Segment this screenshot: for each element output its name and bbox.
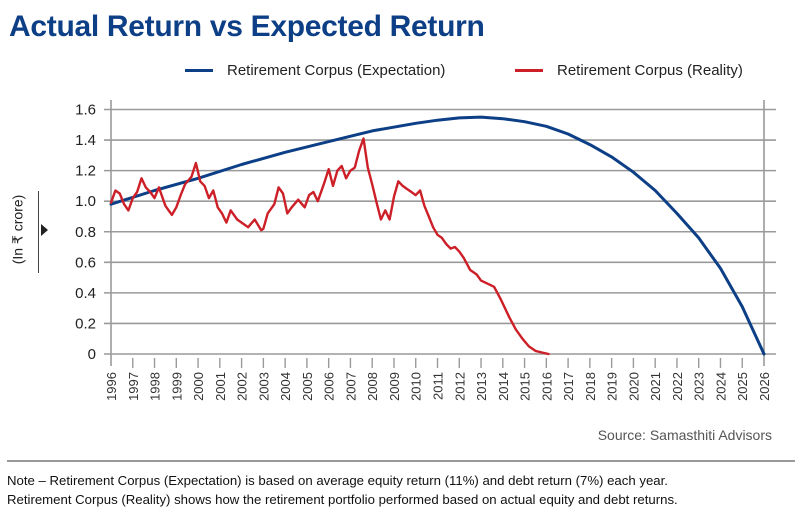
y-axis-unit: (In ₹ crore) (6, 191, 48, 273)
x-tick-label: 2006 (322, 372, 337, 401)
footnote: Note – Retirement Corpus (Expectation) i… (7, 471, 801, 509)
x-tick-label: 2008 (365, 372, 380, 401)
x-tick-label: 2021 (648, 372, 663, 401)
x-tick-label: 2014 (496, 372, 511, 401)
y-tick-label: 0 (88, 346, 96, 363)
x-tick-label: 2012 (452, 372, 467, 401)
x-tick-label: 2005 (300, 372, 315, 401)
legend-label-expectation: Retirement Corpus (Expectation) (227, 62, 446, 79)
x-tick-label: 2016 (539, 372, 554, 401)
y-tick-label: 0.2 (75, 315, 96, 332)
y-tick-label: 1.4 (75, 132, 96, 149)
x-tick-label: 2024 (713, 372, 728, 401)
x-tick-label: 2015 (518, 372, 533, 401)
x-tick-label: 1998 (148, 372, 163, 401)
legend-item-reality: Retirement Corpus (Reality) (515, 62, 743, 79)
legend: Retirement Corpus (Expectation) Retireme… (0, 62, 801, 82)
x-tick-label: 2007 (343, 372, 358, 401)
gridlines (104, 100, 776, 366)
x-tick-label: 2011 (431, 372, 446, 400)
divider (7, 460, 795, 462)
chart-title: Actual Return vs Expected Return (9, 10, 485, 43)
source-note: Source: Samasthiti Advisors (597, 427, 772, 443)
triangle-right-icon (41, 224, 48, 236)
x-tick-label: 2004 (278, 372, 293, 401)
x-tick-label: 2002 (235, 372, 250, 401)
x-tick-label: 1996 (104, 372, 119, 401)
x-tick-label: 1999 (169, 372, 184, 401)
y-tick-labels: 0 0.2 0.4 0.6 0.8 1.0 1.2 1.4 1.6 (75, 102, 96, 364)
x-tick-label: 1997 (126, 372, 141, 401)
x-tick-label: 2013 (474, 372, 489, 401)
series-line-reality (109, 137, 550, 356)
y-axis-unit-bar (38, 191, 39, 273)
x-tick-label: 2026 (757, 372, 772, 401)
legend-label-reality: Retirement Corpus (Reality) (557, 62, 743, 79)
x-tick-label: 2025 (735, 372, 750, 401)
series-line-expectation (109, 115, 766, 356)
x-tick-label: 2003 (256, 372, 271, 401)
x-tick-label: 2001 (213, 372, 228, 401)
x-tick-label: 2019 (605, 372, 620, 401)
x-tick-label: 2020 (626, 372, 641, 401)
y-tick-label: 0.4 (75, 285, 96, 302)
y-tick-label: 0.6 (75, 254, 96, 271)
x-tick-label: 2010 (409, 372, 424, 401)
y-tick-label: 1.0 (75, 193, 96, 210)
x-tick-label: 2009 (387, 372, 402, 401)
x-tick-label: 2023 (692, 372, 707, 401)
y-tick-label: 1.6 (75, 102, 96, 119)
x-ticks: 1996 1997 1998 1999 2000 2001 2002 2003 2004 2005… (104, 358, 772, 401)
legend-swatch-reality (515, 69, 543, 72)
x-tick-label: 2000 (191, 372, 206, 401)
footnote-line-1: Note – Retirement Corpus (Expectation) i… (7, 473, 668, 488)
legend-item-expectation: Retirement Corpus (Expectation) (185, 62, 445, 79)
footnote-line-2: Retirement Corpus (Reality) shows how th… (7, 492, 678, 507)
legend-swatch-expectation (185, 69, 213, 72)
x-tick-label: 2018 (583, 372, 598, 401)
y-tick-label: 1.2 (75, 163, 96, 180)
x-tick-label: 2022 (670, 372, 685, 401)
x-tick-label: 2017 (561, 372, 576, 401)
series-lines (109, 115, 766, 356)
y-tick-label: 0.8 (75, 224, 96, 241)
